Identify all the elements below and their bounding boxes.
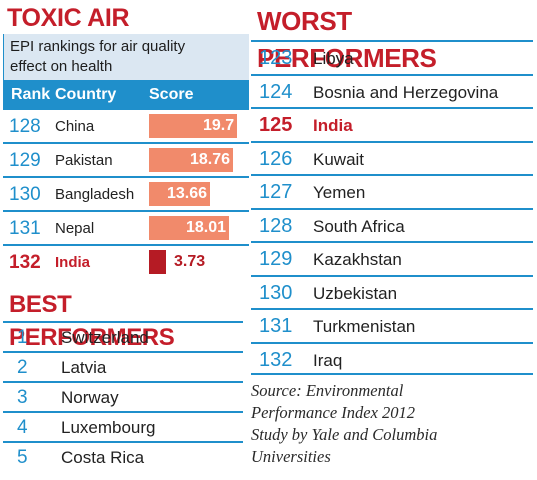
country-name: Iraq (313, 350, 343, 370)
worst-performer-row: 125 India (251, 107, 533, 141)
toxic-air-row: 128 China 19.7 (3, 110, 249, 144)
score-bar (149, 148, 233, 172)
rank-number: 3 (17, 387, 28, 408)
source-line-3: Study by Yale and Columbia (251, 425, 438, 444)
country-name: Nepal (55, 220, 95, 237)
country-name: China (55, 118, 95, 135)
best-performer-row: 5 Costa Rica (3, 441, 243, 471)
subtitle-line-2: effect on health (10, 58, 113, 75)
country-name: Turkmenistan (313, 317, 416, 336)
rank-number: 125 (259, 114, 293, 136)
rank-number: 130 (259, 281, 293, 304)
country-name: Libya (313, 49, 354, 68)
rank-number: 126 (259, 147, 293, 170)
rank-number: 130 (9, 184, 41, 205)
worst-performers-list: 123 Libya 124 Bosnia and Herzegovina 125 Indi… (251, 40, 533, 375)
country-name: Uzbekistan (313, 283, 398, 303)
best-performer-row: 3 Norway (3, 381, 243, 411)
rank-number: 131 (9, 218, 41, 239)
country-name: Kazakhstan (313, 250, 402, 269)
toxic-air-row: 130 Bangladesh 13.66 (3, 178, 249, 212)
worst-performer-row: 124 Bosnia and Herzegovina (251, 73, 533, 108)
toxic-air-column-header: Rank Country Score (3, 80, 249, 110)
rank-number: 1 (17, 327, 28, 348)
rank-number: 132 (9, 252, 41, 273)
column-country: Country (55, 86, 117, 103)
worst-performer-row: 131 Turkmenistan (251, 308, 533, 342)
worst-performer-row: 127 Yemen (251, 174, 533, 208)
worst-performer-row: 126 Kuwait (251, 140, 533, 175)
country-name: Luxembourg (61, 418, 156, 437)
rank-number: 129 (259, 248, 293, 270)
worst-performers-title: WORST PERFORMERS (257, 6, 437, 73)
toxic-air-title: TOXIC AIR (7, 4, 130, 32)
column-rank: Rank (11, 86, 51, 103)
worst-performer-row: 129 Kazakhstan (251, 241, 533, 275)
toxic-air-panel: TOXIC AIR EPI rankings for air quality e… (3, 3, 249, 280)
score-value: 18.01 (186, 219, 227, 236)
worst-performer-row: 130 Uzbekistan (251, 274, 533, 309)
country-name: India (313, 116, 353, 135)
rank-number: 129 (9, 150, 41, 171)
rank-number: 127 (259, 181, 293, 203)
country-name: South Africa (313, 216, 405, 236)
rank-number: 4 (17, 417, 28, 438)
source-line-4: Universities (251, 447, 331, 466)
rank-number: 132 (259, 348, 293, 371)
country-name: Bosnia and Herzegovina (313, 82, 499, 102)
rank-number: 5 (17, 447, 28, 468)
source-line-1: Source: Environmental (251, 381, 404, 400)
country-name: Kuwait (313, 149, 365, 169)
country-name: Pakistan (55, 152, 113, 169)
worst-performer-row: 123 Libya (251, 40, 533, 74)
worst-performer-row: 132 Iraq (251, 341, 533, 375)
rank-number: 128 (259, 214, 293, 237)
rank-number: 128 (9, 116, 41, 137)
worst-performer-row: 128 South Africa (251, 207, 533, 242)
source-note: Source: Environmental Performance Index … (251, 380, 533, 468)
best-performers-title: BEST PERFORMERS (9, 291, 175, 351)
source-line-2: Performance Index 2012 (251, 403, 416, 422)
toxic-air-row: 131 Nepal 18.01 (3, 212, 249, 246)
toxic-air-rows: 128 China 19.7 129 Pakistan 18.76 130 Banglades… (3, 110, 249, 280)
toxic-air-row: 132 India 3.73 (3, 246, 249, 280)
worst-performers-panel: WORST PERFORMERS 123 Libya 124 Bosnia and H… (251, 3, 533, 375)
subtitle-line-1: EPI rankings for air quality (10, 38, 186, 55)
rank-number: 124 (259, 80, 293, 103)
score-bar (149, 182, 210, 206)
rank-number: 123 (259, 47, 293, 69)
score-bar (149, 114, 237, 138)
score-value: 18.76 (190, 151, 231, 168)
country-name: Norway (61, 388, 119, 407)
best-performers-panel: BEST PERFORMERS 1 Switzerland 2 Latvia 3 Norw… (3, 288, 243, 471)
country-name: Switzerland (61, 328, 149, 347)
rank-number: 131 (259, 315, 293, 337)
best-performer-row: 4 Luxembourg (3, 411, 243, 441)
country-name: India (55, 254, 91, 271)
score-bar (149, 216, 229, 240)
score-value: 13.66 (167, 185, 208, 202)
column-score: Score (149, 86, 194, 103)
score-value: 19.7 (203, 117, 235, 134)
country-name: Yemen (313, 183, 366, 202)
score-bar (149, 250, 166, 274)
country-name: Bangladesh (55, 186, 135, 203)
best-performer-row: 2 Latvia (3, 351, 243, 381)
toxic-air-row: 129 Pakistan 18.76 (3, 144, 249, 178)
toxic-air-subtitle: EPI rankings for air quality effect on h… (3, 34, 249, 80)
best-performer-row: 1 Switzerland (3, 321, 243, 351)
rank-number: 2 (17, 357, 28, 378)
best-performers-list: 1 Switzerland 2 Latvia 3 Norway 4 Luxembourg 5 Co… (3, 321, 243, 471)
score-value: 3.73 (174, 253, 206, 270)
country-name: Latvia (61, 358, 107, 377)
country-name: Costa Rica (61, 448, 145, 467)
